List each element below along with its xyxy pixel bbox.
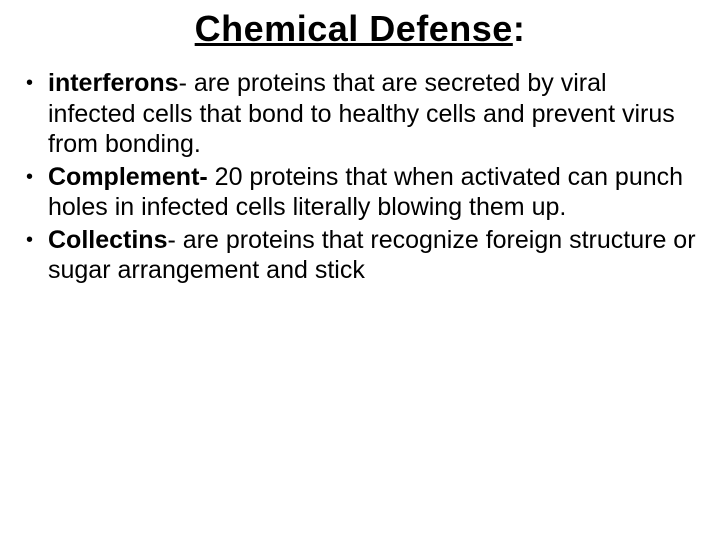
bullet-text: Collectins- are proteins that recognize … <box>48 225 698 286</box>
term: Collectins <box>48 226 167 254</box>
list-item: • Collectins- are proteins that recogniz… <box>22 225 698 286</box>
bullet-marker: • <box>22 162 48 189</box>
bullet-marker: • <box>22 68 48 95</box>
list-item: • interferons- are proteins that are sec… <box>22 68 698 160</box>
bullet-marker: • <box>22 225 48 252</box>
title-text-underlined: Chemical Defense <box>195 8 513 49</box>
term: Complement- <box>48 163 208 191</box>
bullet-text: interferons- are proteins that are secre… <box>48 68 698 160</box>
title-colon: : <box>513 8 526 49</box>
bullet-text: Complement- 20 proteins that when activa… <box>48 162 698 223</box>
term: interferons <box>48 69 179 97</box>
bullet-list: • interferons- are proteins that are sec… <box>0 68 720 286</box>
page-title: Chemical Defense: <box>0 8 720 50</box>
list-item: • Complement- 20 proteins that when acti… <box>22 162 698 223</box>
